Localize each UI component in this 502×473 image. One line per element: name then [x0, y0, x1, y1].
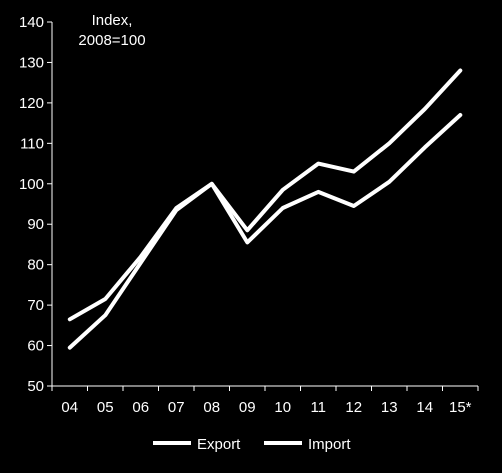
- legend: Export Import: [153, 436, 351, 453]
- y-tick-label: 80: [27, 257, 44, 274]
- series-line-import: [67, 113, 463, 322]
- y-tick-label: 120: [19, 95, 44, 112]
- y-tick-label: 130: [19, 54, 44, 71]
- y-tick-label: 70: [27, 297, 44, 314]
- x-tick-label: 06: [132, 399, 149, 416]
- y-tick-label: 110: [20, 135, 44, 152]
- annotation-line-1: Index,: [92, 12, 133, 29]
- x-tick-label: 08: [203, 399, 220, 416]
- y-tick-label: 140: [19, 14, 44, 31]
- x-tick-label: 07: [168, 399, 185, 416]
- x-tick-label: 10: [274, 399, 291, 416]
- annotation-line-2: 2008=100: [78, 32, 145, 49]
- x-tick-label: 12: [345, 399, 362, 416]
- y-tick-label: 60: [27, 338, 44, 355]
- x-tick-label: 14: [416, 399, 433, 416]
- y-tick-label: 50: [27, 378, 44, 395]
- y-tick-label: 100: [19, 176, 44, 193]
- legend-label-import: Import: [308, 436, 351, 453]
- legend-label-export: Export: [197, 436, 241, 453]
- x-axis: 04 05 06 07 08 09 10 11 12 13 14 15*: [51, 385, 479, 416]
- x-tick-label: 04: [61, 399, 78, 416]
- y-tick-label: 90: [27, 216, 44, 233]
- x-tick-label: 09: [239, 399, 256, 416]
- y-axis: 50 60 70 80 90 100 110 120 130 140: [19, 14, 53, 395]
- x-tick-label: 05: [97, 399, 114, 416]
- series-layer: [67, 68, 463, 350]
- series-line-export: [67, 68, 463, 350]
- x-tick-label: 11: [310, 399, 326, 416]
- x-tick-label: 13: [381, 399, 398, 416]
- x-tick-label: 15*: [449, 399, 472, 416]
